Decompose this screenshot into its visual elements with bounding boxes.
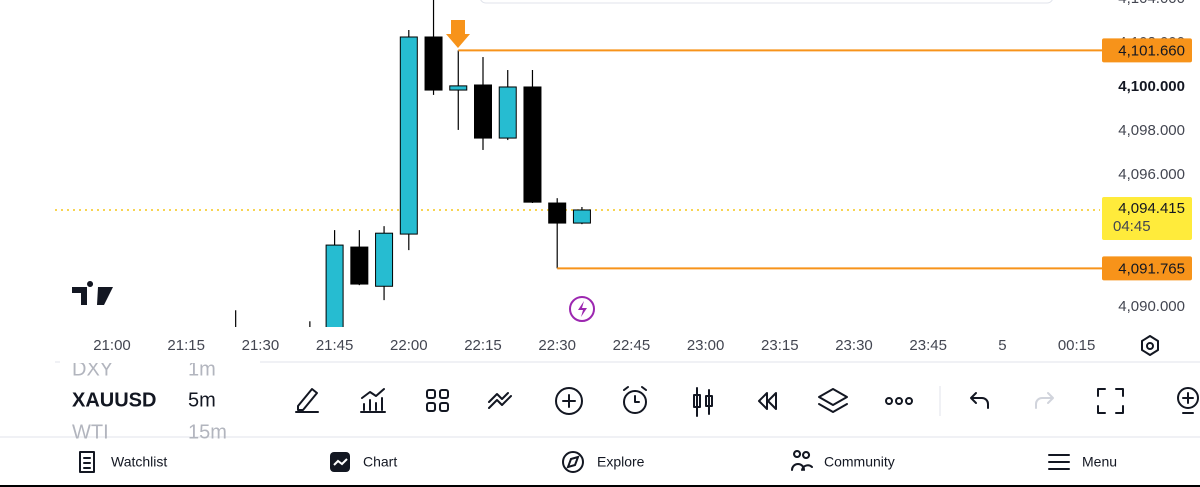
nav-item[interactable]: Chart <box>363 454 397 470</box>
candle-body <box>498 86 517 139</box>
replay[interactable] <box>758 392 777 410</box>
price-label: 4,091.765 <box>1118 260 1185 277</box>
more[interactable] <box>885 397 913 405</box>
toolbar <box>295 386 1199 417</box>
community-icon <box>791 450 813 471</box>
alert-icon[interactable] <box>569 296 595 322</box>
x-tick-label: 21:30 <box>242 337 280 354</box>
candle-body <box>548 202 567 224</box>
current-price-label: 4,094.415 <box>1118 200 1185 217</box>
y-tick-label: 4,096.000 <box>1118 166 1185 183</box>
settings-icon[interactable] <box>1141 335 1159 356</box>
x-tick-label: 21:15 <box>167 337 205 354</box>
y-tick-label: 4,100.000 <box>1118 78 1185 95</box>
idea[interactable] <box>1177 387 1199 414</box>
templates[interactable] <box>426 389 449 412</box>
x-tick-label: 22:45 <box>613 337 651 354</box>
redo <box>1035 392 1054 409</box>
high-marker <box>446 20 470 48</box>
popup-edge <box>480 0 1053 4</box>
candle-body <box>424 36 443 91</box>
fullscreen[interactable] <box>1097 388 1124 414</box>
fade-top <box>60 355 260 363</box>
price-label-bg <box>1102 256 1192 281</box>
menu-icon <box>1048 454 1070 470</box>
nav-item[interactable]: Menu <box>1082 454 1117 470</box>
nav-item[interactable]: Explore <box>597 454 645 470</box>
candle-body <box>375 232 394 287</box>
indicators[interactable] <box>360 388 386 413</box>
countdown: 04:45 <box>1113 218 1151 235</box>
x-tick-label: 23:00 <box>687 337 725 354</box>
watchlist-icon <box>79 451 95 473</box>
compare[interactable] <box>488 392 512 409</box>
candle-body <box>399 36 418 235</box>
symbol[interactable]: DXY <box>72 358 113 380</box>
interval[interactable]: 15m <box>188 421 227 443</box>
symbol[interactable]: XAUUSD <box>72 389 156 411</box>
nav-icons <box>79 450 1070 473</box>
x-tick-label: 22:00 <box>390 337 428 354</box>
candle-body <box>572 209 591 224</box>
x-tick-label: 00:15 <box>1058 337 1096 354</box>
x-tick-label: 5 <box>998 337 1006 354</box>
price-label: 4,101.660 <box>1118 42 1185 59</box>
candle-body <box>350 246 369 285</box>
y-tick-label: 4,090.000 <box>1118 298 1185 315</box>
symbol[interactable]: WTI <box>72 421 109 443</box>
undo[interactable] <box>970 392 989 409</box>
chart-icon-line <box>333 458 348 466</box>
explore-icon <box>562 451 584 473</box>
x-tick-label: 21:00 <box>93 337 131 354</box>
x-tick-label: 23:45 <box>909 337 947 354</box>
alert[interactable] <box>623 386 647 414</box>
interval[interactable]: 5m <box>188 389 216 411</box>
x-tick-label: 23:30 <box>835 337 873 354</box>
layers[interactable] <box>818 388 848 413</box>
y-tick-label: 4,098.000 <box>1118 122 1185 139</box>
tv-logo <box>72 281 113 305</box>
y-tick-label: 4,104.000 <box>1118 0 1185 7</box>
x-tick-label: 22:15 <box>464 337 502 354</box>
x-tick-label: 22:30 <box>538 337 576 354</box>
nav-item[interactable]: Community <box>824 454 895 470</box>
price-label-bg <box>1102 38 1192 63</box>
explore-needle <box>566 455 580 469</box>
candle-body <box>523 86 542 203</box>
interval[interactable]: 1m <box>188 358 216 380</box>
draw-tool[interactable] <box>295 388 319 413</box>
candle-body <box>449 85 468 91</box>
current-price-bg <box>1102 196 1192 240</box>
candle-body <box>325 244 344 327</box>
nav-item[interactable]: Watchlist <box>111 454 167 470</box>
plot <box>55 0 1100 327</box>
candle-body <box>474 84 492 139</box>
add[interactable] <box>555 387 583 415</box>
x-tick-label: 23:15 <box>761 337 799 354</box>
chart-type[interactable] <box>693 387 713 417</box>
x-tick-label: 21:45 <box>316 337 354 354</box>
